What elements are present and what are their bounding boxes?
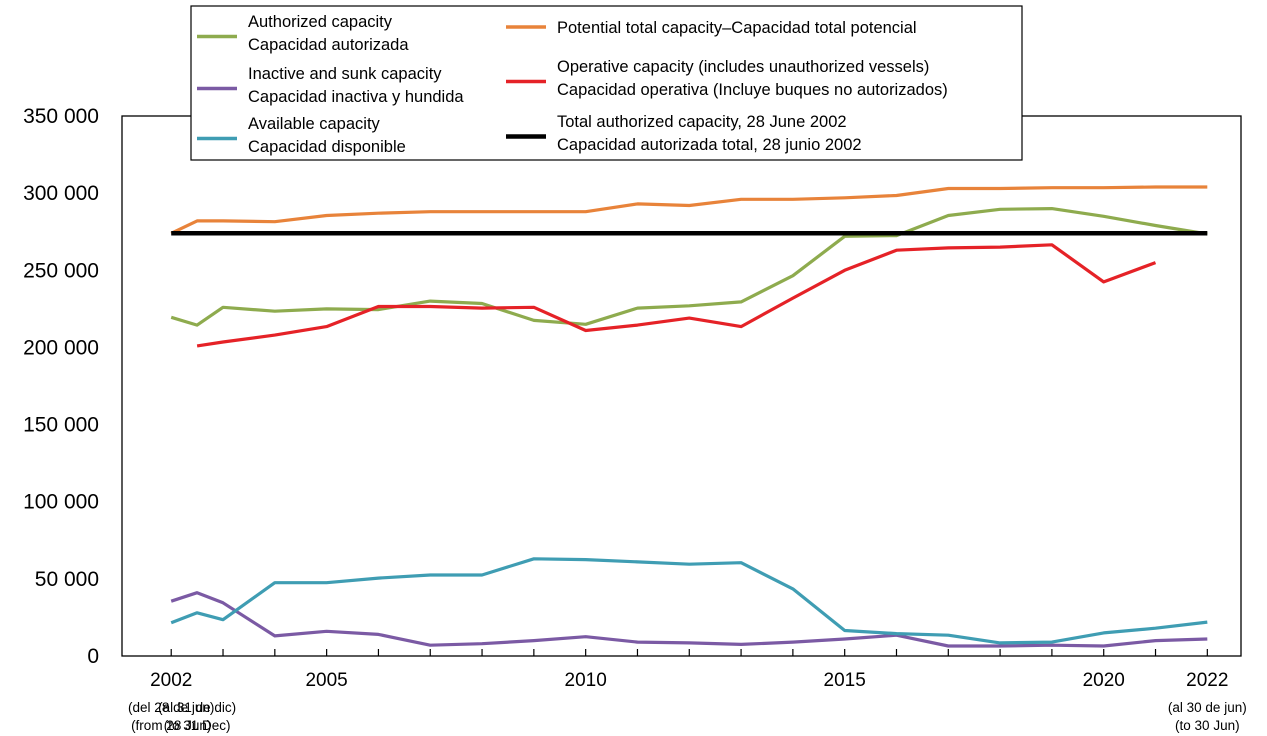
x-note-label: (al 30 de jun)	[1168, 700, 1247, 715]
series-lines	[170, 185, 1208, 648]
legend-label: Total authorized capacity, 28 June 2002	[557, 113, 847, 131]
series-line-2	[196, 243, 1157, 348]
legend-label: Available capacity	[248, 115, 381, 133]
legend: Authorized capacity Capacidad autorizada I…	[190, 5, 1023, 161]
x-note-label: (to 30 Jun)	[1175, 718, 1240, 733]
legend-label: Capacidad autorizada	[248, 36, 409, 54]
legend-label: Inactive and sunk capacity	[248, 65, 442, 83]
x-note-label: (al 31 de dic)	[158, 700, 236, 715]
legend-label: Capacidad operativa (Incluye buques no a…	[557, 81, 948, 99]
series-line-4	[170, 557, 1208, 645]
legend-label: Potential total capacity–Capacidad total…	[557, 19, 917, 37]
legend-box	[190, 5, 1023, 161]
y-tick-label: 200 000	[23, 336, 99, 359]
axes: 0 50 000 100 000 150 000 200 000 250 000 300 0…	[23, 105, 1247, 733]
legend-label: Operative capacity (includes unauthorize…	[557, 58, 929, 76]
x-tick-label: 2022	[1186, 670, 1228, 691]
y-tick-label: 0	[87, 645, 99, 668]
y-tick-label: 50 000	[35, 568, 99, 591]
x-tick-label: 2015	[824, 670, 866, 691]
plot-frame	[121, 115, 1242, 657]
legend-label: Capacidad inactiva y hundida	[248, 88, 464, 106]
y-tick-label: 150 000	[23, 414, 99, 437]
x-note-label: (from 28 Jun)	[131, 718, 211, 733]
series-line-1	[170, 207, 1208, 327]
y-tick-label: 100 000	[23, 491, 99, 514]
legend-label: Authorized capacity	[248, 13, 393, 31]
x-note-label: (del 28 de jun)	[128, 700, 214, 715]
legend-label: Capacidad disponible	[248, 138, 406, 156]
series-line-3	[170, 591, 1208, 648]
y-tick-label: 350 000	[23, 105, 99, 128]
x-note-label: (to 31 Dec)	[164, 718, 231, 733]
y-tick-label: 300 000	[23, 182, 99, 205]
x-tick-label: 2020	[1083, 670, 1125, 691]
y-tick-label: 250 000	[23, 259, 99, 282]
x-tick-label: 2005	[305, 670, 347, 691]
series-line-0	[170, 185, 1208, 235]
legend-label: Capacidad autorizada total, 28 junio 200…	[557, 136, 862, 154]
x-tick-label: 2002	[150, 670, 192, 691]
x-tick-label: 2010	[565, 670, 607, 691]
